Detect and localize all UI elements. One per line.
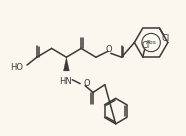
Text: Cl: Cl [161,34,169,43]
Text: O: O [105,45,112,54]
Text: Abs: Abs [146,40,157,45]
Polygon shape [63,57,69,71]
Text: HO: HO [10,64,23,72]
Text: HN: HN [59,77,72,86]
Text: O: O [83,79,90,88]
Text: Cl: Cl [142,41,150,50]
